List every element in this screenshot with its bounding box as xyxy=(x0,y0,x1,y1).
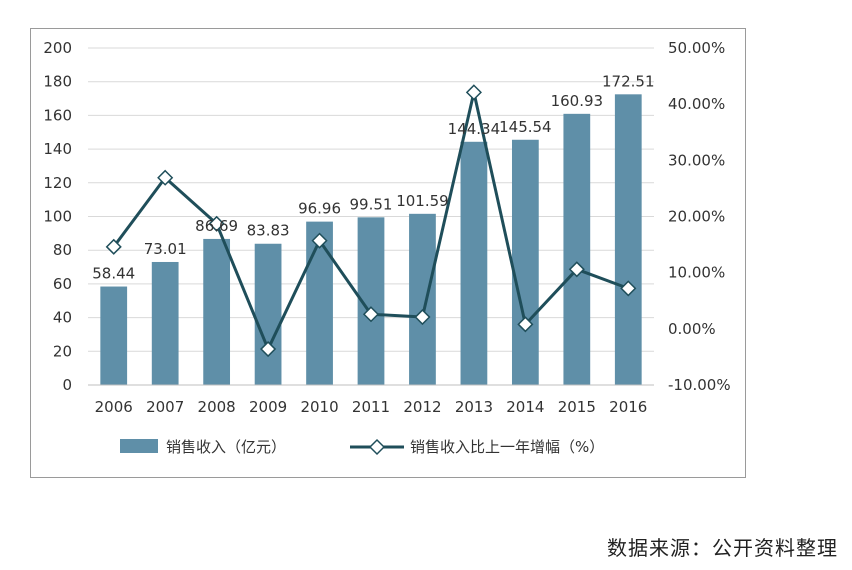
bar-data-label: 160.93 xyxy=(551,92,604,110)
legend-line-label: 销售收入比上一年增幅（%） xyxy=(410,438,604,456)
bar xyxy=(614,94,642,385)
bar xyxy=(100,286,128,385)
left-axis-tick-label: 120 xyxy=(43,174,72,192)
x-axis-tick-label: 2015 xyxy=(558,398,596,416)
source-note: 数据来源：公开资料整理 xyxy=(607,536,838,560)
line-marker xyxy=(362,306,380,323)
left-axis-tick-label: 160 xyxy=(43,106,72,124)
bar-data-label: 83.83 xyxy=(247,222,290,240)
bar-data-label: 86.69 xyxy=(195,217,238,235)
bar xyxy=(460,141,488,385)
left-axis-tick-label: 20 xyxy=(53,342,72,360)
x-axis-tick-label: 2013 xyxy=(455,398,493,416)
left-axis-tick-label: 140 xyxy=(43,140,72,158)
right-axis-tick-label: 50.00% xyxy=(668,39,725,57)
x-axis-tick-label: 2014 xyxy=(506,398,544,416)
bar xyxy=(563,113,591,385)
legend-line-marker xyxy=(368,438,386,456)
bar xyxy=(306,221,333,385)
bar-data-label: 172.51 xyxy=(602,72,655,90)
line-marker xyxy=(105,238,122,255)
right-axis-tick-label: -10.00% xyxy=(668,376,731,394)
left-axis-tick-label: 0 xyxy=(62,376,72,394)
x-axis-tick-label: 2006 xyxy=(95,398,133,416)
bar xyxy=(203,238,231,385)
bar-data-label: 58.44 xyxy=(92,265,135,283)
bar xyxy=(511,139,539,385)
x-axis-tick-label: 2016 xyxy=(609,398,647,416)
right-axis-tick-label: 10.00% xyxy=(668,264,725,282)
left-axis-tick-label: 100 xyxy=(43,208,72,226)
legend-bar-label: 销售收入（亿元） xyxy=(166,438,286,456)
legend: 销售收入（亿元） 销售收入比上一年增幅（%） xyxy=(120,438,604,456)
right-axis-tick-label: 30.00% xyxy=(668,151,725,169)
line-marker xyxy=(208,215,225,232)
bar xyxy=(151,261,179,385)
line-marker xyxy=(414,308,431,326)
right-axis-tick-label: 0.00% xyxy=(668,320,716,338)
x-axis-tick-label: 2012 xyxy=(403,398,441,416)
x-axis-tick-label: 2007 xyxy=(146,398,184,416)
left-axis-tick-label: 40 xyxy=(53,309,72,327)
x-axis-tick-label: 2009 xyxy=(249,398,287,416)
line-marker xyxy=(260,340,277,358)
right-axis-tick-label: 20.00% xyxy=(668,208,725,226)
bar-data-label: 144.34 xyxy=(448,120,501,138)
line-marker xyxy=(465,84,482,101)
bar-data-label: 73.01 xyxy=(144,240,187,258)
axes: 0 20 40 60 80 100 120 140 160 180 200 -10.00% 0.00% 1… xyxy=(43,39,730,416)
line-marker xyxy=(568,261,585,278)
line-marker xyxy=(517,316,534,333)
bar-data-label: 145.54 xyxy=(499,118,552,136)
legend-bar-swatch xyxy=(120,439,158,453)
line-marker xyxy=(620,280,637,297)
x-axis-tick-label: 2010 xyxy=(300,398,338,416)
bar-data-label: 96.96 xyxy=(298,200,341,218)
left-axis-tick-label: 200 xyxy=(43,39,72,57)
data-labels: 58.44 73.01 86.69 83.83 96.96 99.51 101.59 144.… xyxy=(92,72,654,282)
left-axis-tick-label: 60 xyxy=(53,275,72,293)
left-axis-tick-label: 180 xyxy=(43,73,72,91)
x-axis-tick-label: 2008 xyxy=(198,398,236,416)
bar xyxy=(409,213,436,385)
right-axis-tick-label: 40.00% xyxy=(668,95,725,113)
bar-data-label: 99.51 xyxy=(350,195,393,213)
bar xyxy=(254,243,282,385)
line-marker xyxy=(311,232,328,249)
bar-series xyxy=(100,94,642,385)
left-axis-tick-label: 80 xyxy=(53,241,72,259)
line-marker xyxy=(157,169,174,186)
line-series xyxy=(105,84,637,358)
x-axis-tick-label: 2011 xyxy=(352,398,390,416)
bar-data-label: 101.59 xyxy=(396,192,449,210)
